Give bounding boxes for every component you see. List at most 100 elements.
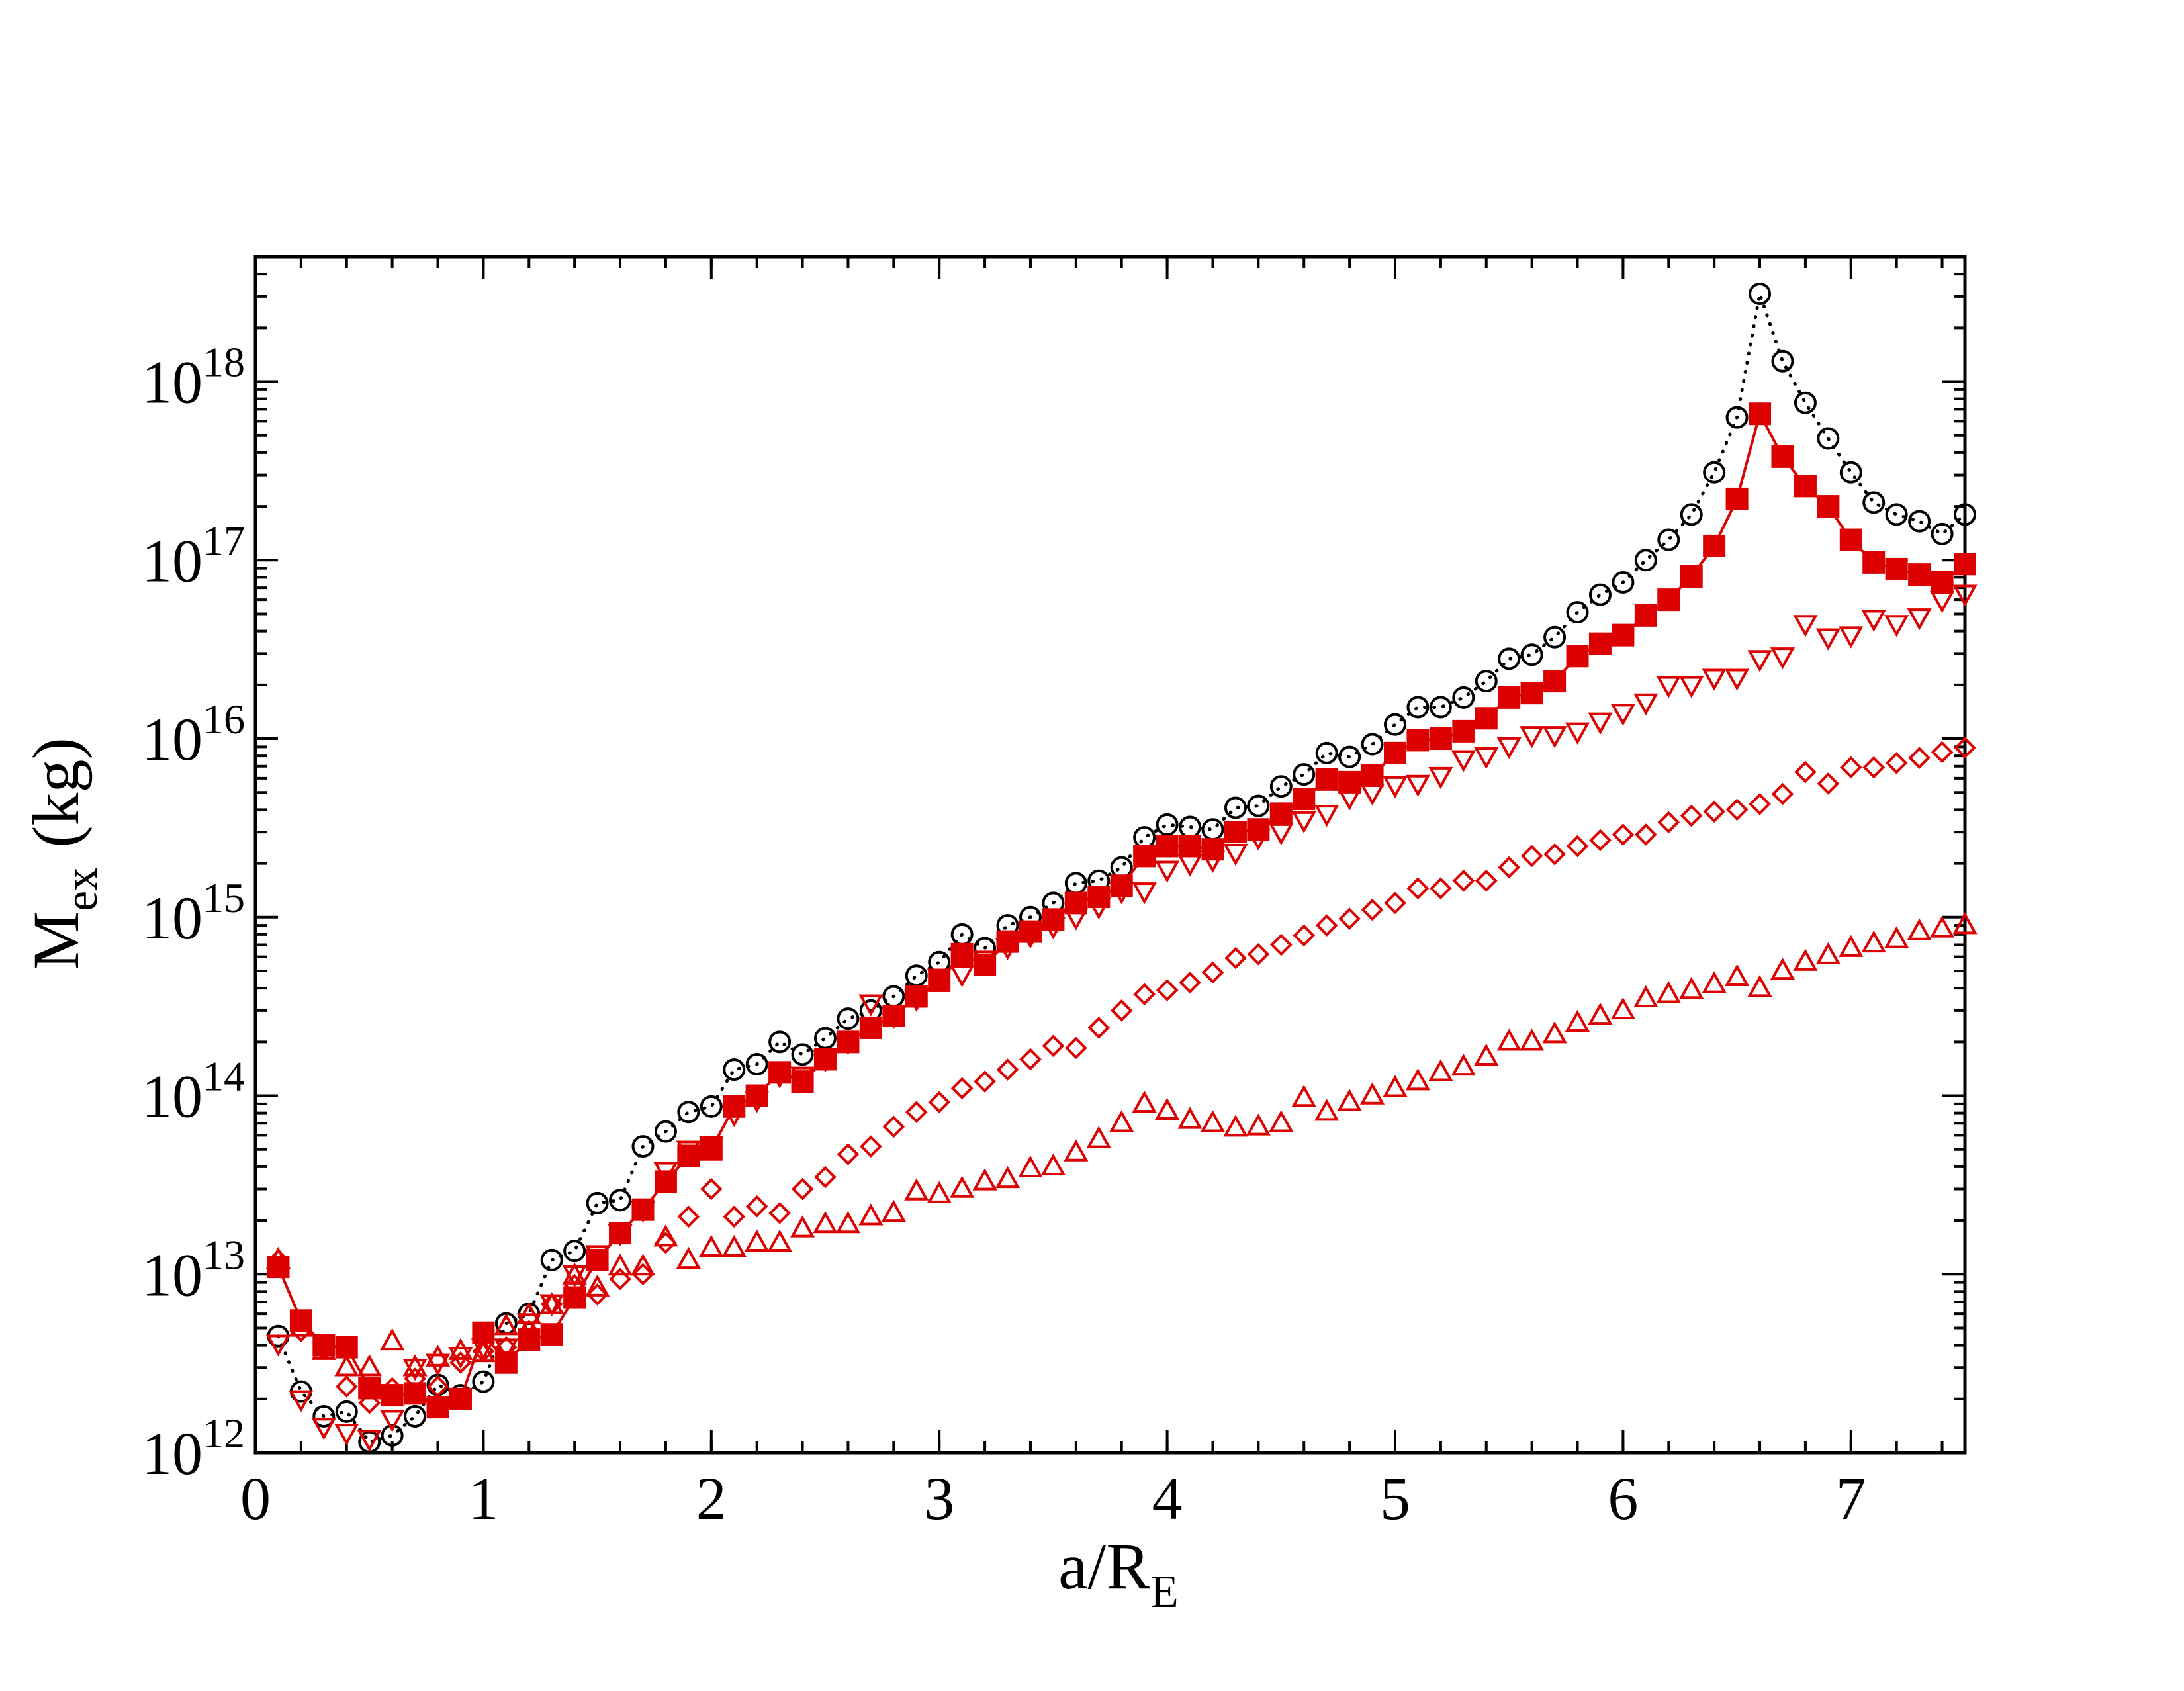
data-point (723, 1058, 746, 1081)
y-tick-label: 1017 (142, 517, 245, 594)
data-point (1224, 821, 1247, 844)
data-point (837, 1007, 860, 1030)
data-point (1087, 1017, 1111, 1039)
y-axis-label: Mex (kg) (19, 737, 107, 970)
data-point (1291, 811, 1316, 834)
data-point (1315, 741, 1338, 764)
data-point (1794, 760, 1817, 784)
data-point (1839, 626, 1864, 649)
data-point (1770, 957, 1796, 980)
data-point (1724, 964, 1750, 986)
data-point (791, 1177, 814, 1201)
data-point (630, 1253, 656, 1276)
data-point (1770, 647, 1796, 670)
data-point (654, 1120, 677, 1143)
y-tick-base: 10 (142, 1420, 203, 1487)
data-point (1908, 563, 1931, 586)
data-point (358, 1377, 381, 1400)
data-point (311, 1418, 336, 1440)
data-point (1793, 615, 1818, 637)
y-tick-base: 10 (142, 1241, 203, 1308)
data-point (1018, 1155, 1043, 1178)
data-point (1520, 1028, 1545, 1051)
data-point (1588, 583, 1612, 606)
data-point (1703, 800, 1725, 823)
data-point (1452, 869, 1475, 892)
data-point (1452, 719, 1475, 743)
data-point (1565, 1009, 1590, 1032)
data-point (1383, 1075, 1408, 1097)
data-point (1656, 981, 1681, 1003)
data-point (1749, 793, 1771, 815)
data-point (1931, 741, 1954, 764)
y-tick-base: 10 (142, 884, 203, 952)
data-point (1247, 942, 1270, 966)
data-point (1908, 510, 1931, 533)
data-point (972, 1168, 997, 1191)
data-point (768, 1202, 791, 1224)
data-point (1680, 503, 1703, 526)
data-point (1384, 891, 1406, 915)
data-point (950, 942, 974, 966)
data-point (1588, 632, 1612, 655)
data-point (1724, 668, 1750, 691)
data-point (494, 1351, 518, 1374)
data-point (1839, 935, 1864, 957)
y-tick-label: 1013 (142, 1231, 245, 1308)
data-point (1338, 907, 1361, 930)
data-point (1224, 946, 1247, 970)
data-point (1384, 741, 1406, 764)
data-point (380, 1328, 405, 1351)
data-point (1452, 686, 1475, 709)
data-point (1201, 961, 1224, 984)
data-point (540, 1248, 563, 1271)
data-point (426, 1396, 449, 1419)
data-point (745, 1053, 768, 1076)
series-line (276, 287, 1967, 1444)
data-point (1223, 1115, 1248, 1137)
data-point (1223, 843, 1248, 866)
data-point (1314, 805, 1340, 827)
data-point (1110, 874, 1133, 897)
data-point (1952, 912, 1978, 935)
data-point (928, 969, 951, 992)
y-tick-exponent: 13 (203, 1231, 245, 1278)
y-tick-label: 1015 (142, 874, 245, 952)
data-point (858, 1203, 884, 1226)
data-point (1679, 676, 1704, 698)
data-point (404, 1382, 427, 1405)
data-point (1428, 1059, 1453, 1081)
data-point (1133, 845, 1156, 868)
data-point (1496, 737, 1522, 760)
data-point (1634, 549, 1657, 572)
data-point (1110, 999, 1133, 1022)
data-point (1475, 707, 1498, 730)
data-point (563, 1240, 586, 1263)
data-point (1383, 776, 1408, 799)
data-point (859, 1016, 882, 1039)
data-point (1338, 745, 1361, 768)
data-point (631, 1198, 655, 1221)
data-point (1177, 1107, 1203, 1129)
data-point (1132, 882, 1157, 905)
data-point (1657, 811, 1680, 834)
data-point (494, 1313, 519, 1336)
data-point (1156, 835, 1179, 858)
y-label-tail: (kg) (19, 737, 93, 848)
data-point (1428, 766, 1453, 790)
data-point (1086, 1126, 1111, 1148)
data-point (1749, 283, 1772, 306)
data-point (1542, 1021, 1567, 1044)
data-point (1794, 475, 1817, 498)
data-point (1703, 534, 1726, 557)
data-point (1405, 1068, 1431, 1091)
data-point (1612, 823, 1635, 846)
data-point (745, 1084, 768, 1107)
data-point (1498, 686, 1521, 709)
data-point (1269, 1110, 1294, 1132)
data-point (1520, 726, 1545, 749)
data-point (677, 1205, 700, 1228)
data-point (609, 1222, 632, 1245)
data-point (334, 1354, 359, 1377)
